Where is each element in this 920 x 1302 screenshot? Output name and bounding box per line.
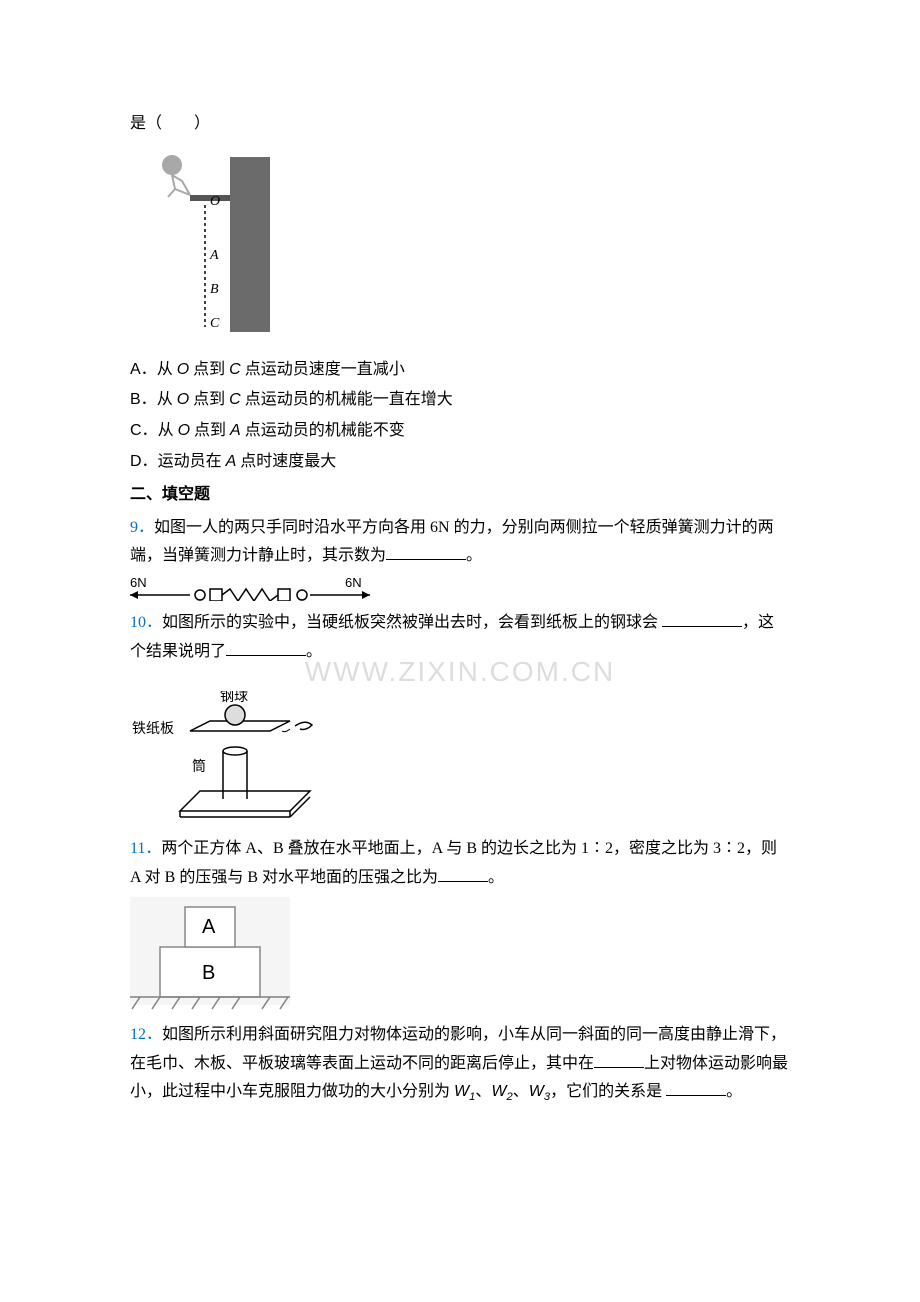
q8-stem-fragment: 是（ ）	[130, 110, 790, 139]
svg-text:A: A	[202, 916, 216, 938]
q11-figure: B A	[130, 897, 290, 1017]
q12-text-3: ，它们的关系是	[550, 1083, 662, 1100]
svg-text:O: O	[210, 194, 220, 209]
q12-number: 12．	[130, 1026, 162, 1043]
q10-text-1: 如图所示的实验中，当硬纸板突然被弹出去时，会看到纸板上的钢球会	[162, 614, 662, 631]
q9-blank	[386, 544, 466, 560]
q10-blank-1	[662, 611, 742, 627]
q12-blank-1	[594, 1052, 644, 1068]
q10-figure: 钢球 铁纸板 筒	[130, 691, 310, 831]
q12-blank-2	[666, 1080, 726, 1096]
svg-text:筒: 筒	[192, 758, 206, 775]
q10-number: 10．	[130, 614, 162, 631]
q8-option-c: C．从 O 点到 A 点运动员的机械能不变	[130, 417, 790, 446]
svg-text:C: C	[210, 316, 220, 331]
q9-number: 9．	[130, 519, 154, 536]
q12: 12．如图所示利用斜面研究阻力对物体运动的影响，小车从同一斜面的同一高度由静止滑…	[130, 1021, 790, 1108]
right-force-label: 6N	[345, 575, 362, 590]
q9: 9．如图一人的两只手同时沿水平方向各用 6N 的力，分别向两侧拉一个轻质弹簧测力…	[130, 514, 790, 572]
left-force-label: 6N	[130, 575, 147, 590]
q8-option-b: B．从 O 点到 C 点运动员的机械能一直在增大	[130, 386, 790, 415]
watermark: WWW.ZIXIN.COM.CN	[130, 647, 790, 697]
svg-text:钢球: 钢球	[220, 691, 248, 705]
q11: 11．两个正方体 A、B 叠放在水平地面上，A 与 B 的边长之比为 1∶2，密…	[130, 835, 790, 893]
q9-figure: 6N 6N	[130, 575, 400, 601]
q8-option-d: D．运动员在 A 点时速度最大	[130, 448, 790, 477]
svg-text:B: B	[202, 962, 215, 984]
jump-diagram: O A B C	[130, 147, 290, 337]
q11-text-2: 。	[488, 869, 504, 886]
svg-text:A: A	[209, 248, 219, 263]
q11-blank	[438, 866, 488, 882]
section-2-title: 二、填空题	[130, 481, 790, 510]
q11-number: 11．	[130, 840, 161, 857]
svg-text:B: B	[210, 282, 219, 297]
q9-period: 。	[466, 547, 482, 564]
q8-figure: O A B C	[130, 147, 790, 348]
q12-text-4: 。	[726, 1083, 742, 1100]
svg-text:铁纸板: 铁纸板	[132, 721, 174, 737]
q8-option-a: A．从 O 点到 C 点运动员速度一直减小	[130, 356, 790, 385]
